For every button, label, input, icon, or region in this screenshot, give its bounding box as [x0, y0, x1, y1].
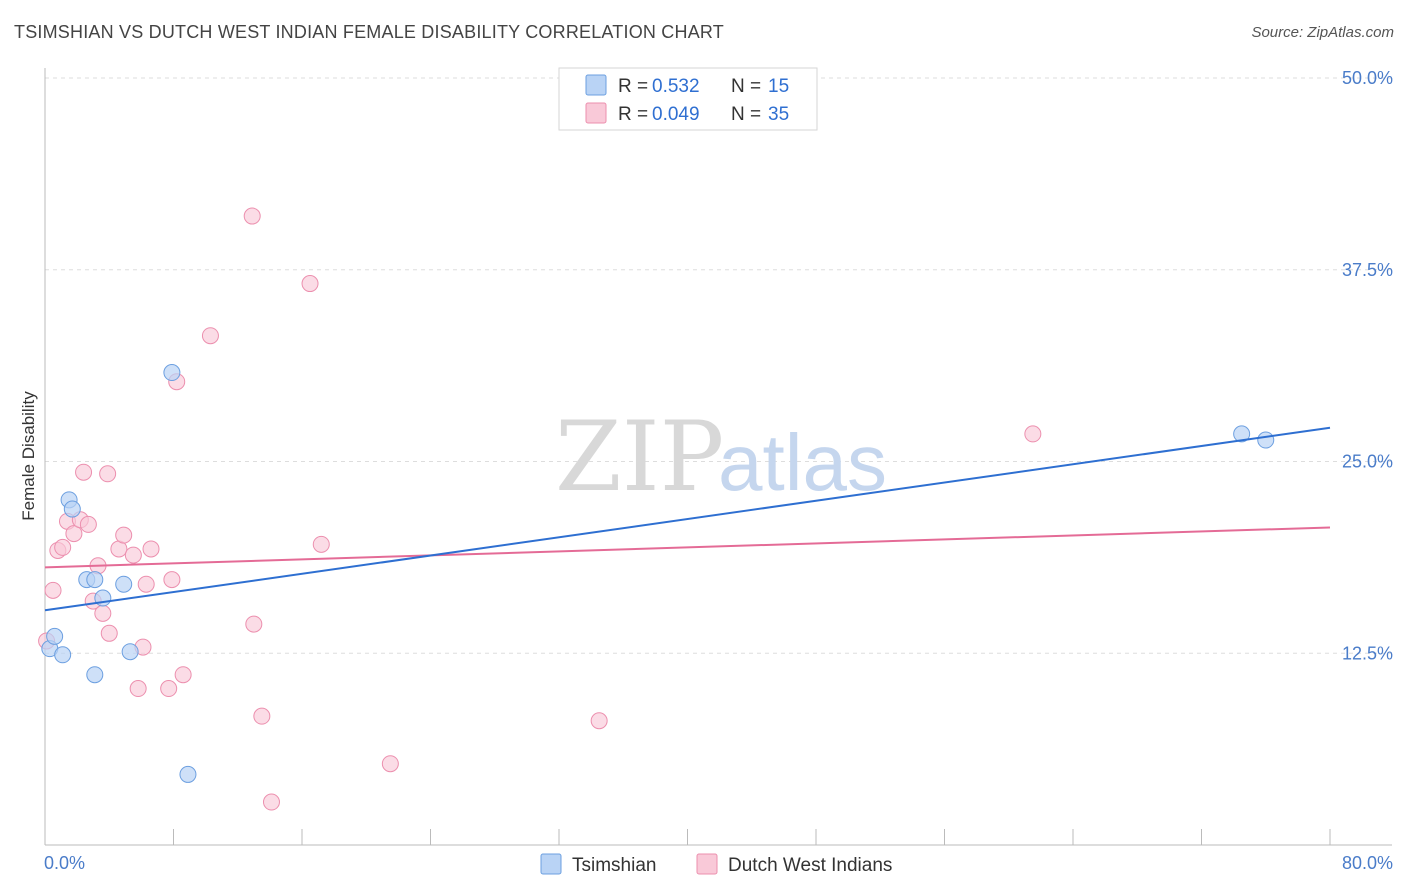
- legend-swatch-blue: [585, 74, 607, 96]
- point-dutch-west-indians-20: [142, 540, 160, 558]
- series-legend-swatch-dutch-west-indians: [696, 853, 718, 875]
- point-dutch-west-indians-11: [94, 604, 112, 622]
- point-dutch-west-indians-7: [75, 463, 93, 481]
- legend-n-value-1: 15: [768, 76, 789, 97]
- point-tsimshian-12: [179, 765, 197, 783]
- point-tsimshian-14: [1257, 431, 1275, 449]
- point-dutch-west-indians-33: [590, 712, 608, 730]
- point-dutch-west-indians-28: [253, 707, 271, 725]
- axes: [44, 68, 1392, 846]
- watermark-zip: ZIP: [555, 401, 724, 513]
- series-dutch-west-indians: [38, 207, 1042, 811]
- watermark: ZIP atlas: [555, 401, 887, 513]
- legend-n-label-1: N =: [731, 76, 761, 97]
- legend-r-value-2: 0.049: [652, 104, 700, 125]
- x-tick-labels: 0.0% 80.0%: [44, 853, 1393, 873]
- legend-r-label-1: R =: [618, 76, 648, 97]
- point-tsimshian-1: [46, 627, 64, 645]
- y-tick-label-2: 37.5%: [1342, 260, 1393, 280]
- point-dutch-west-indians-29: [262, 793, 280, 811]
- point-dutch-west-indians-26: [243, 207, 261, 225]
- legend-r-label-2: R =: [618, 104, 648, 125]
- series-tsimshian: [41, 364, 1275, 783]
- point-dutch-west-indians-8: [79, 515, 97, 533]
- source-credit: Source: ZipAtlas.com: [1251, 24, 1394, 41]
- series-legend: Tsimshian Dutch West Indians: [540, 853, 892, 876]
- point-tsimshian-2: [54, 646, 72, 664]
- series-legend-swatch-tsimshian: [540, 853, 562, 875]
- trendline-tsimshian: [44, 426, 1331, 612]
- point-dutch-west-indians-22: [163, 571, 181, 589]
- point-tsimshian-10: [86, 666, 104, 684]
- legend-r-value-1: 0.532: [652, 76, 700, 97]
- point-tsimshian-6: [86, 571, 104, 589]
- series-legend-dutch-west-indians: Dutch West Indians: [728, 855, 892, 876]
- point-dutch-west-indians-32: [381, 755, 399, 773]
- point-tsimshian-13: [1233, 425, 1251, 443]
- y-tick-label-0: 12.5%: [1342, 643, 1393, 663]
- point-dutch-west-indians-19: [137, 575, 155, 593]
- point-dutch-west-indians-21: [160, 680, 178, 698]
- point-tsimshian-4: [63, 500, 81, 518]
- y-tick-labels: 12.5% 25.0% 37.5% 50.0%: [1342, 68, 1393, 663]
- point-dutch-west-indians-27: [245, 615, 263, 633]
- point-dutch-west-indians-24: [174, 666, 192, 684]
- trendlines: [44, 426, 1331, 612]
- point-dutch-west-indians-31: [312, 535, 330, 553]
- point-dutch-west-indians-1: [44, 581, 62, 599]
- legend-swatch-pink: [585, 102, 607, 124]
- x-tick-label-1: 80.0%: [1342, 853, 1393, 873]
- point-dutch-west-indians-34: [1024, 425, 1042, 443]
- point-dutch-west-indians-16: [124, 546, 142, 564]
- gridlines: [45, 77, 1392, 654]
- point-tsimshian-11: [163, 364, 181, 382]
- point-dutch-west-indians-12: [99, 465, 117, 483]
- point-dutch-west-indians-15: [115, 526, 133, 544]
- point-dutch-west-indians-25: [201, 327, 219, 345]
- legend-n-label-2: N =: [731, 104, 761, 125]
- point-dutch-west-indians-13: [100, 624, 118, 642]
- series-legend-tsimshian: Tsimshian: [572, 855, 656, 876]
- chart-title: TSIMSHIAN VS DUTCH WEST INDIAN FEMALE DI…: [14, 22, 724, 42]
- correlation-legend: R = 0.532 N = 15 R = 0.049 N = 35: [558, 67, 818, 131]
- trendline-dutch-west-indians: [44, 526, 1331, 569]
- point-tsimshian-9: [121, 643, 139, 661]
- legend-n-value-2: 35: [768, 104, 789, 125]
- point-dutch-west-indians-30: [301, 275, 319, 293]
- y-axis-label: Female Disability: [19, 391, 38, 521]
- point-dutch-west-indians-5: [65, 525, 83, 543]
- y-tick-label-3: 50.0%: [1342, 68, 1393, 88]
- point-dutch-west-indians-3: [54, 538, 72, 556]
- point-dutch-west-indians-17: [129, 680, 147, 698]
- y-tick-label-1: 25.0%: [1342, 452, 1393, 472]
- point-tsimshian-8: [115, 575, 133, 593]
- watermark-atlas: atlas: [718, 418, 887, 507]
- x-tick-label-0: 0.0%: [44, 853, 85, 873]
